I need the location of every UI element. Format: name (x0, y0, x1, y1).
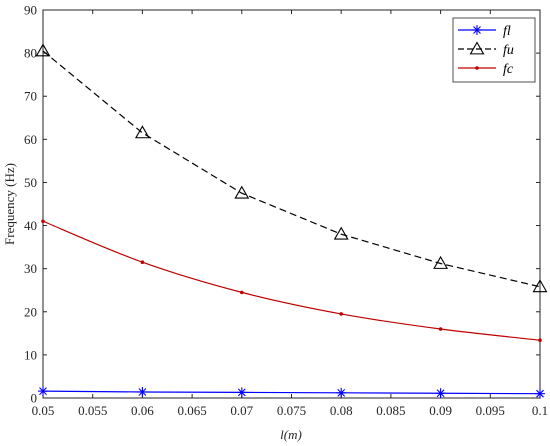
legend-item-fl: fl (458, 24, 511, 39)
legend-item-fu: fu (458, 41, 514, 58)
series-line-fl (42, 390, 541, 395)
x-tick-label: 0.065 (177, 403, 206, 418)
x-axis-ticks: 0.05 0.055 0.06 0.065 0.07 0.075 0.08 0.085 0.09… (32, 10, 548, 418)
data-point-fl (535, 388, 545, 399)
y-axis-ticks: 0 10 20 30 40 50 60 70 80 90 (24, 3, 540, 406)
data-point-fc (339, 312, 344, 316)
x-tick-label: 0.075 (277, 403, 306, 418)
y-tick-label: 80 (24, 46, 37, 61)
x-tick-label: 0.095 (476, 403, 505, 418)
x-tick-label: 0.055 (78, 403, 107, 418)
x-tick-label: 0.085 (376, 403, 405, 418)
data-point-fu (134, 125, 150, 139)
data-point-fl (137, 386, 148, 397)
y-tick-label: 70 (24, 89, 37, 104)
legend: fl fu fc (452, 17, 536, 83)
x-tick-label: 0.06 (131, 403, 154, 418)
y-tick-label: 30 (24, 261, 37, 276)
data-point-fc (240, 290, 244, 295)
data-point-fl (435, 388, 446, 399)
y-axis-title: Frequency (Hz) (2, 163, 17, 245)
y-tick-label: 20 (24, 304, 37, 319)
legend-label: fl (503, 24, 511, 39)
legend-label: fc (503, 62, 514, 77)
data-point-fu (333, 226, 349, 240)
data-point-fu (234, 185, 250, 199)
data-point-fl (336, 387, 347, 398)
y-tick-label: 60 (24, 132, 37, 147)
x-tick-label: 0.09 (429, 403, 452, 418)
y-tick-label: 90 (24, 3, 37, 18)
legend-marker (472, 25, 482, 35)
data-point-fl (38, 386, 48, 397)
x-axis-title: l(m) (280, 427, 302, 442)
legend-box (452, 17, 536, 83)
data-point-fc (438, 327, 443, 331)
x-tick-label: 0.05 (32, 403, 55, 418)
series-fl (38, 386, 545, 399)
series-fc (41, 219, 542, 343)
legend-marker (475, 66, 479, 70)
x-tick-label: 0.1 (532, 403, 548, 418)
data-point-fc (538, 338, 542, 343)
data-point-fu (433, 255, 449, 269)
legend-marker (469, 41, 485, 55)
data-point-fc (140, 260, 145, 265)
y-tick-label: 0 (31, 391, 38, 406)
data-point-fl (236, 387, 247, 398)
x-tick-label: 0.08 (330, 403, 353, 418)
legend-label: fu (503, 43, 514, 58)
series-layer (35, 43, 548, 399)
data-point-fc (41, 219, 45, 224)
legend-item-fc: fc (458, 62, 514, 77)
y-tick-label: 40 (24, 218, 37, 233)
x-tick-label: 0.07 (230, 403, 253, 418)
series-line-fu (42, 50, 541, 288)
data-point-fu (532, 279, 548, 293)
series-line-fc (42, 220, 541, 341)
data-point-fu (35, 43, 51, 57)
y-tick-label: 50 (24, 175, 37, 190)
y-tick-label: 10 (24, 347, 37, 362)
series-fu (35, 43, 548, 293)
